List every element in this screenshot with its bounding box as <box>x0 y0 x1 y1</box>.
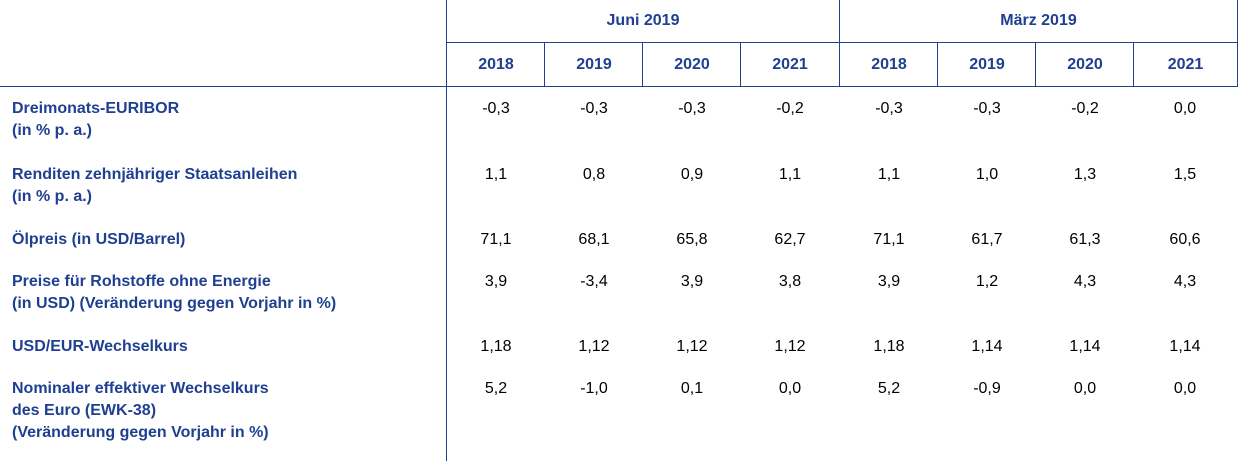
table-cell: 1,3 <box>1073 166 1097 183</box>
divider-label-column <box>446 0 447 461</box>
header-bottom-rule <box>0 86 1238 87</box>
row-label-oelpreis: Ölpreis (in USD/Barrel) <box>12 229 185 251</box>
divider-year <box>937 43 938 86</box>
table-cell: 3,9 <box>877 273 901 290</box>
table-cell: 65,8 <box>676 231 708 248</box>
table-cell: 61,7 <box>971 231 1003 248</box>
table-cell: 0,0 <box>778 380 802 397</box>
row-label-rohstoffe: Preise für Rohstoffe ohne Energie (in US… <box>12 271 336 315</box>
divider-right <box>1237 0 1238 86</box>
header-group-rule <box>446 42 1238 43</box>
table-cell: 1,12 <box>774 338 806 355</box>
table-cell: 5,2 <box>484 380 508 397</box>
row-label-line: Dreimonats-EURIBOR <box>12 100 180 117</box>
table-cell: 0,8 <box>582 166 606 183</box>
table-cell: -0,3 <box>875 100 903 117</box>
table-cell: 68,1 <box>578 231 610 248</box>
group-header-maerz-2019: März 2019 <box>1000 12 1077 29</box>
row-label-line: Ölpreis (in USD/Barrel) <box>12 231 186 248</box>
table-cell: 4,3 <box>1173 273 1197 290</box>
year-header: 2021 <box>1167 56 1204 73</box>
table-cell: -0,2 <box>1071 100 1099 117</box>
table-cell: -3,4 <box>580 273 608 290</box>
table-cell: 1,12 <box>676 338 708 355</box>
divider-year <box>544 43 545 86</box>
table-cell: -0,9 <box>973 380 1001 397</box>
table-cell: 62,7 <box>774 231 806 248</box>
group-header-juni-2019: Juni 2019 <box>606 12 680 29</box>
table-cell: 71,1 <box>480 231 512 248</box>
table-cell: -0,3 <box>678 100 706 117</box>
row-label-euribor: Dreimonats-EURIBOR (in % p. a.) <box>12 98 179 142</box>
year-header: 2020 <box>674 56 710 73</box>
table-cell: 1,1 <box>877 166 901 183</box>
year-header: 2019 <box>576 56 612 73</box>
divider-year <box>1133 43 1134 86</box>
table-cell: 60,6 <box>1169 231 1201 248</box>
year-header: 2019 <box>969 56 1005 73</box>
table-cell: 1,12 <box>578 338 610 355</box>
table-cell: 1,1 <box>484 166 508 183</box>
table-cell: 0,9 <box>680 166 704 183</box>
table-cell: 1,14 <box>971 338 1003 355</box>
row-label-renditen: Renditen zehnjähriger Staatsanleihen (in… <box>12 164 297 208</box>
table-cell: 1,18 <box>480 338 512 355</box>
table-cell: 1,5 <box>1173 166 1197 183</box>
table-cell: -0,2 <box>776 100 804 117</box>
table-cell: 0,0 <box>1173 380 1197 397</box>
table-cell: -1,0 <box>580 380 608 397</box>
row-label-line: (in % p. a.) <box>12 122 92 139</box>
divider-year <box>642 43 643 86</box>
table-cell: 1,2 <box>975 273 999 290</box>
row-label-line: des Euro (EWK-38) <box>12 402 157 419</box>
table-cell: -0,3 <box>482 100 510 117</box>
row-label-nominaler-ewk: Nominaler effektiver Wechselkurs des Eur… <box>12 378 269 444</box>
row-label-line: Preise für Rohstoffe ohne Energie <box>12 273 271 290</box>
table-cell: 1,1 <box>778 166 802 183</box>
table-cell: 1,18 <box>873 338 905 355</box>
year-header: 2020 <box>1067 56 1103 73</box>
table-cell: 1,14 <box>1069 338 1101 355</box>
row-label-line: (Veränderung gegen Vorjahr in %) <box>12 424 269 441</box>
row-label-line: (in % p. a.) <box>12 188 92 205</box>
year-header: 2018 <box>478 56 514 73</box>
table-cell: 3,9 <box>484 273 508 290</box>
divider-group <box>839 0 840 86</box>
divider-year <box>740 43 741 86</box>
table-cell: 4,3 <box>1073 273 1097 290</box>
table-cell: 0,1 <box>680 380 704 397</box>
table-cell: 3,8 <box>778 273 802 290</box>
row-label-line: Renditen zehnjähriger Staatsanleihen <box>12 166 298 183</box>
row-label-line: (in USD) (Veränderung gegen Vorjahr in %… <box>12 295 337 312</box>
table-cell: 61,3 <box>1069 231 1101 248</box>
table-cell: 0,0 <box>1173 100 1197 117</box>
year-header: 2018 <box>871 56 907 73</box>
row-label-wechselkurs: USD/EUR-Wechselkurs <box>12 336 188 358</box>
year-header: 2021 <box>772 56 808 73</box>
table-cell: -0,3 <box>973 100 1001 117</box>
table-cell: 1,14 <box>1169 338 1201 355</box>
table-cell: 71,1 <box>873 231 905 248</box>
table-cell: 0,0 <box>1073 380 1097 397</box>
table-cell: -0,3 <box>580 100 608 117</box>
row-label-line: Nominaler effektiver Wechselkurs <box>12 380 269 397</box>
table-cell: 1,0 <box>975 166 999 183</box>
divider-year <box>1035 43 1036 86</box>
table-cell: 3,9 <box>680 273 704 290</box>
row-label-line: USD/EUR-Wechselkurs <box>12 338 188 355</box>
table-cell: 5,2 <box>877 380 901 397</box>
